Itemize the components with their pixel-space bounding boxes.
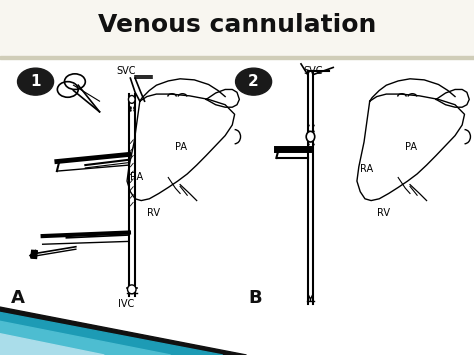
Text: 1: 1 (30, 74, 41, 89)
Text: RV: RV (147, 208, 160, 218)
Polygon shape (0, 307, 246, 355)
Text: RA: RA (360, 164, 374, 174)
Circle shape (236, 68, 272, 95)
Text: RV: RV (377, 208, 390, 218)
Text: A: A (10, 289, 24, 307)
Circle shape (18, 68, 54, 95)
Bar (0, 56, 474, 59)
Text: 2: 2 (248, 74, 259, 89)
Ellipse shape (128, 95, 135, 103)
Text: SVC: SVC (303, 66, 323, 76)
Text: B: B (249, 289, 263, 307)
Text: Venous cannulation: Venous cannulation (98, 13, 376, 37)
Polygon shape (0, 321, 171, 355)
Polygon shape (0, 334, 104, 355)
Text: IVC: IVC (118, 299, 134, 309)
Text: RA: RA (130, 173, 144, 182)
Bar (31, 250, 37, 258)
Bar (0, 0, 474, 57)
Text: PA: PA (175, 142, 187, 152)
Polygon shape (0, 312, 223, 355)
Ellipse shape (128, 285, 136, 294)
Text: PA: PA (405, 142, 417, 152)
Ellipse shape (306, 131, 315, 142)
Text: SVC: SVC (116, 66, 136, 76)
